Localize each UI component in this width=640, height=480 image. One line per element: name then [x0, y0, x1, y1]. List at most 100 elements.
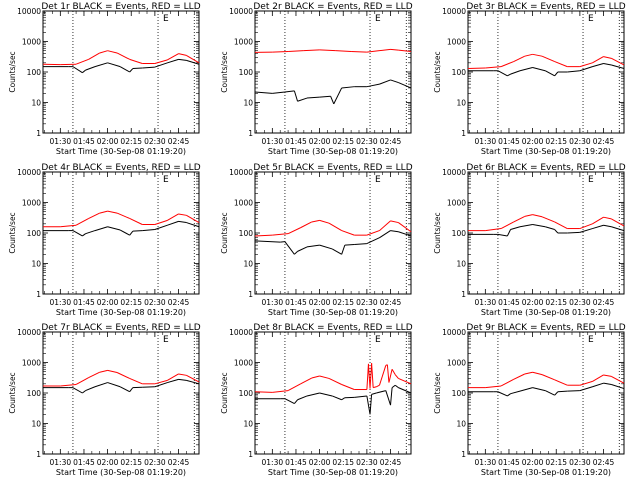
letter-marker: E: [163, 14, 169, 24]
x-axis-label: Start Time (30-Sep-08 01:19:20): [268, 147, 398, 156]
series-segment: [541, 55, 555, 63]
y-tick-label: 10000: [229, 328, 253, 337]
series-segment: [297, 395, 308, 401]
chart-title: Det 4r BLACK = Events, RED = LLD: [41, 163, 200, 173]
series-segment: [611, 218, 625, 227]
y-tick-label: 10000: [17, 168, 41, 177]
y-tick-label: 1: [248, 450, 253, 459]
x-tick-label: 02:00: [309, 137, 331, 146]
series-segment: [544, 70, 555, 77]
y-tick-label: 10000: [229, 168, 253, 177]
x-tick-label: 02:15: [120, 458, 142, 467]
x-axis-label: Start Time (30-Sep-08 01:19:20): [56, 308, 186, 317]
x-tick-label: 02:15: [332, 458, 354, 467]
letter-marker: E: [163, 335, 169, 345]
y-tick-label: 10000: [442, 7, 466, 16]
series-segment: [284, 90, 295, 93]
chart-panel: Det 7r BLACK = Events, RED = LLD E 1 10 100 1…: [8, 323, 201, 477]
series-segment: [341, 397, 346, 401]
series-segment: [75, 377, 89, 385]
series-segment: [390, 48, 399, 51]
chart-panel: Det 2r BLACK = Events, RED = LLD E 1 10 100 1…: [220, 2, 413, 156]
letter-marker: E: [588, 14, 594, 24]
series-segment: [142, 66, 155, 69]
series-segment: [300, 377, 312, 385]
plot-frame: [254, 331, 412, 455]
chart-title: Det 7r BLACK = Events, RED = LLD: [41, 323, 200, 333]
series-segment: [303, 49, 320, 52]
series-segment: [592, 382, 604, 388]
letter-marker: E: [163, 175, 169, 185]
series-segment: [366, 395, 371, 415]
series-segment: [366, 83, 380, 88]
series-segment: [72, 230, 83, 237]
series-segment: [287, 383, 301, 392]
series-segment: [603, 224, 612, 228]
series-segment: [119, 66, 130, 73]
series-segment: [497, 233, 508, 237]
series-segment: [341, 244, 346, 255]
series-segment: [60, 384, 77, 387]
series-segment: [611, 384, 625, 390]
plot-frame: [42, 10, 200, 134]
x-tick-label: 02:30: [356, 137, 378, 146]
series-segment: [82, 69, 86, 74]
series-segment: [611, 57, 625, 66]
series-segment: [186, 214, 200, 223]
series-segment: [75, 58, 89, 65]
y-tick-label: 10: [456, 99, 466, 108]
x-tick-label: 02:30: [569, 137, 591, 146]
series-segment: [107, 210, 118, 214]
series-segment: [366, 363, 369, 390]
x-tick-label: 02:45: [593, 458, 615, 467]
series-segment: [154, 379, 168, 385]
series-segment: [532, 214, 543, 218]
series-segment: [398, 222, 412, 233]
y-tick-label: 100: [452, 229, 467, 238]
series-segment: [294, 250, 298, 255]
series-segment: [398, 387, 412, 394]
series-segment: [524, 371, 533, 375]
series-segment: [107, 50, 118, 54]
series-segment: [328, 222, 342, 232]
x-tick-label: 02:30: [569, 298, 591, 307]
series-segment: [132, 230, 143, 232]
y-tick-label: 10: [31, 260, 41, 269]
letter-marker: E: [375, 335, 381, 345]
x-tick-label: 01:30: [262, 458, 284, 467]
series-segment: [519, 224, 533, 228]
plot-frame: [254, 10, 412, 134]
series-segment: [186, 374, 200, 383]
series-segment: [154, 224, 168, 230]
chart-title: Det 8r BLACK = Events, RED = LLD: [253, 323, 412, 333]
x-tick-label: 01:45: [498, 458, 520, 467]
series-segment: [254, 91, 273, 94]
y-tick-label: 1: [248, 290, 253, 299]
chart-panel: Det 3r BLACK = Events, RED = LLD E 1 10 100 1…: [433, 2, 626, 156]
series-segment: [532, 371, 543, 376]
series-segment: [88, 52, 100, 60]
series-segment: [94, 62, 108, 68]
series-segment: [519, 387, 533, 392]
series-lld: [42, 50, 200, 66]
series-segment: [390, 220, 399, 224]
series-segment: [579, 228, 593, 233]
y-tick-label: 10: [31, 99, 41, 108]
series-events: [254, 79, 412, 105]
series-segment: [331, 248, 342, 255]
x-tick-label: 02:15: [332, 137, 354, 146]
series-segment: [611, 226, 625, 232]
series-segment: [603, 374, 612, 377]
series-segment: [186, 54, 200, 64]
x-axis-label: Start Time (30-Sep-08 01:19:20): [481, 468, 611, 477]
series-segment: [116, 372, 130, 379]
x-tick-label: 01:30: [262, 137, 284, 146]
series-segment: [579, 380, 593, 386]
series-lld: [468, 214, 625, 232]
x-tick-label: 01:30: [475, 458, 497, 467]
series-segment: [354, 395, 367, 398]
series-segment: [129, 377, 143, 385]
series-segment: [154, 59, 168, 64]
x-tick-label: 02:30: [144, 298, 166, 307]
chart-title: Det 3r BLACK = Events, RED = LLD: [466, 2, 625, 12]
